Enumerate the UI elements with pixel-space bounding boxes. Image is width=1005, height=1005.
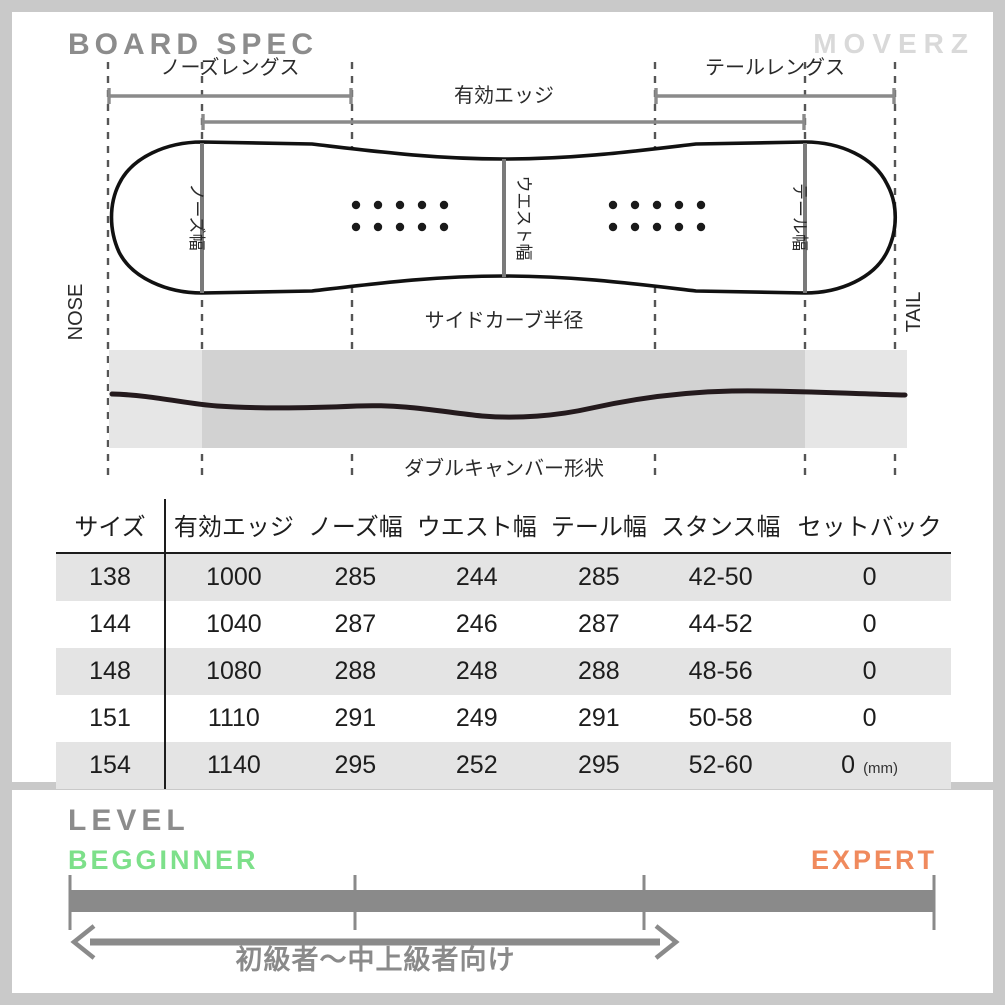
- nose-width-label: ノーズ幅: [187, 183, 206, 250]
- level-min-label: BEGGINNER: [68, 845, 259, 875]
- cell-size: 151: [56, 695, 166, 742]
- table-header-row: サイズ 有効エッジ ノーズ幅 ウエスト幅 テール幅 スタンス幅 セットバック: [56, 499, 951, 554]
- tail-width-label: テール幅: [790, 183, 809, 251]
- column-header-nose-width: ノーズ幅: [301, 499, 409, 554]
- cell-nose-width: 287: [301, 601, 409, 648]
- cell-setback: 0: [788, 695, 951, 742]
- cell-waist-width: 244: [408, 553, 545, 601]
- cell-setback: 0: [788, 601, 951, 648]
- camber-profile-curve: [109, 388, 908, 420]
- brand-logo: MOVERZ: [813, 28, 975, 59]
- level-panel: LEVEL BEGGINNER EXPERT 初級者～中上級者向け: [12, 790, 993, 993]
- cell-effective-edge: 1140: [165, 742, 302, 789]
- cell-stance-width: 52-60: [653, 742, 789, 789]
- cell-size: 144: [56, 601, 166, 648]
- cell-setback: 0 (mm): [788, 742, 951, 789]
- cell-tail-width: 285: [544, 553, 654, 601]
- cell-nose-width: 285: [301, 553, 409, 601]
- binding-inserts-nose: [351, 200, 449, 232]
- binding-inserts-tail: [608, 200, 706, 232]
- column-header-size: サイズ: [56, 499, 166, 554]
- level-section-title: LEVEL: [68, 804, 190, 837]
- cell-size: 138: [56, 553, 166, 601]
- cell-tail-width: 295: [544, 742, 654, 789]
- cell-setback-value: 0: [841, 751, 856, 779]
- tail-end-label: TAIL: [903, 292, 925, 333]
- camber-band-inner: [202, 350, 805, 448]
- cell-tail-width: 288: [544, 648, 654, 695]
- level-bar: [70, 890, 934, 912]
- spec-table-head: サイズ 有効エッジ ノーズ幅 ウエスト幅 テール幅 スタンス幅 セットバック: [56, 499, 951, 554]
- cell-waist-width: 249: [408, 695, 545, 742]
- table-row: 138 1000 285 244 285 42-50 0: [56, 553, 951, 601]
- nose-length-label: ノーズレングス: [161, 56, 300, 79]
- cell-waist-width: 248: [408, 648, 545, 695]
- cell-size: 148: [56, 648, 166, 695]
- cell-nose-width: 288: [301, 648, 409, 695]
- cell-effective-edge: 1110: [165, 695, 302, 742]
- page-title: BOARD SPEC: [68, 28, 319, 61]
- cell-stance-width: 50-58: [653, 695, 789, 742]
- dimension-lines: [107, 88, 896, 130]
- board-spec-panel: BOARD SPEC MOVERZ: [12, 12, 993, 789]
- cell-setback: 0: [788, 553, 951, 601]
- nose-end-label: NOSE: [65, 284, 87, 341]
- column-header-effective-edge: 有効エッジ: [165, 499, 302, 554]
- cell-effective-edge: 1040: [165, 601, 302, 648]
- cell-tail-width: 287: [544, 601, 654, 648]
- spec-table-body: 138 1000 285 244 285 42-50 0 144 1040 28…: [56, 553, 951, 789]
- waist-width-label: ウエスト幅: [514, 176, 533, 261]
- cell-effective-edge: 1000: [165, 553, 302, 601]
- cell-stance-width: 44-52: [653, 601, 789, 648]
- unit-note: (mm): [863, 760, 899, 777]
- cell-stance-width: 48-56: [653, 648, 789, 695]
- cell-setback: 0: [788, 648, 951, 695]
- cell-waist-width: 252: [408, 742, 545, 789]
- level-max-label: EXPERT: [810, 845, 937, 875]
- column-header-waist-width: ウエスト幅: [408, 499, 545, 554]
- cell-waist-width: 246: [408, 601, 545, 648]
- column-header-stance-width: スタンス幅: [653, 499, 789, 554]
- effective-edge-label: 有効エッジ: [454, 84, 554, 107]
- table-row: 148 1080 288 248 288 48-56 0: [56, 648, 951, 695]
- level-meter: [68, 875, 936, 960]
- sidecut-radius-label: サイドカーブ半径: [425, 308, 584, 332]
- table-row: 144 1040 287 246 287 44-52 0: [56, 601, 951, 648]
- cell-effective-edge: 1080: [165, 648, 302, 695]
- tail-length-label: テールレングス: [705, 56, 845, 79]
- table-row: 151 1110 291 249 291 50-58 0: [56, 695, 951, 742]
- cell-nose-width: 295: [301, 742, 409, 789]
- column-header-setback: セットバック: [788, 499, 951, 554]
- cell-tail-width: 291: [544, 695, 654, 742]
- cell-nose-width: 291: [301, 695, 409, 742]
- width-markers: [200, 143, 807, 293]
- table-row: 154 1140 295 252 295 52-60 0 (mm): [56, 742, 951, 789]
- level-range-arrow: [70, 924, 680, 960]
- cell-size: 154: [56, 742, 166, 789]
- cell-stance-width: 42-50: [653, 553, 789, 601]
- column-header-tail-width: テール幅: [544, 499, 654, 554]
- board-diagram: ノーズレングス テールレングス 有効エッジ ノーズ幅 ウエスト幅 テール幅: [65, 56, 925, 480]
- spec-table: サイズ 有効エッジ ノーズ幅 ウエスト幅 テール幅 スタンス幅 セットバック 1…: [56, 499, 951, 789]
- camber-shape-label: ダブルキャンバー形状: [404, 456, 604, 480]
